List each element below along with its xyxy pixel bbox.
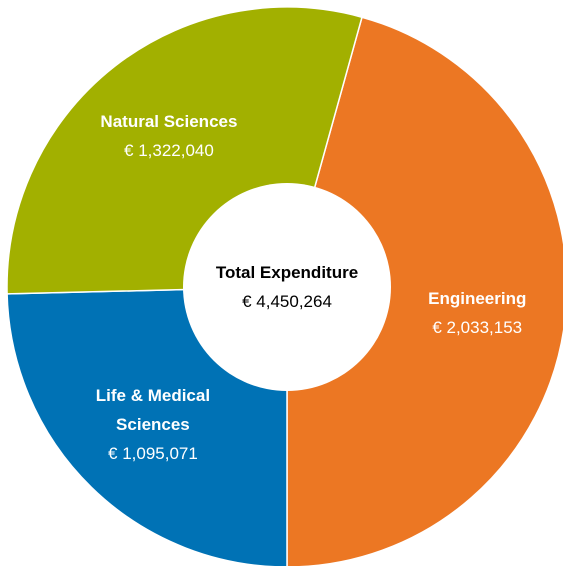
slice-label: Life & Medical Sciences € 1,095,071 bbox=[68, 379, 238, 469]
slice-label-box: Life & Medical Sciences € 1,095,071 bbox=[68, 379, 238, 469]
slice bbox=[286, 16, 563, 566]
slice-label: Natural Sciences € 1,322,040 bbox=[84, 91, 254, 181]
value-label: € 2,033,153 bbox=[432, 317, 523, 337]
category-label: Engineering bbox=[428, 288, 527, 308]
value-label: € 1,322,040 bbox=[124, 140, 214, 160]
center-label: Total Expenditure € 4,450,264 bbox=[192, 247, 382, 327]
slice-label-box: Natural Sciences € 1,322,040 bbox=[84, 91, 254, 181]
center-value: € 4,450,264 bbox=[242, 292, 332, 311]
center-title: Total Expenditure bbox=[215, 263, 359, 282]
category-label: Natural Sciences bbox=[100, 111, 238, 131]
slice-label: Engineering € 2,033,153 bbox=[392, 268, 562, 358]
category-label: Life & Medical Sciences bbox=[95, 385, 211, 434]
value-label: € 1,095,071 bbox=[108, 443, 198, 463]
center-box: Total Expenditure € 4,450,264 bbox=[192, 247, 382, 327]
donut-hole bbox=[183, 183, 391, 391]
slice-label-box: Engineering € 2,033,153 bbox=[392, 268, 562, 358]
